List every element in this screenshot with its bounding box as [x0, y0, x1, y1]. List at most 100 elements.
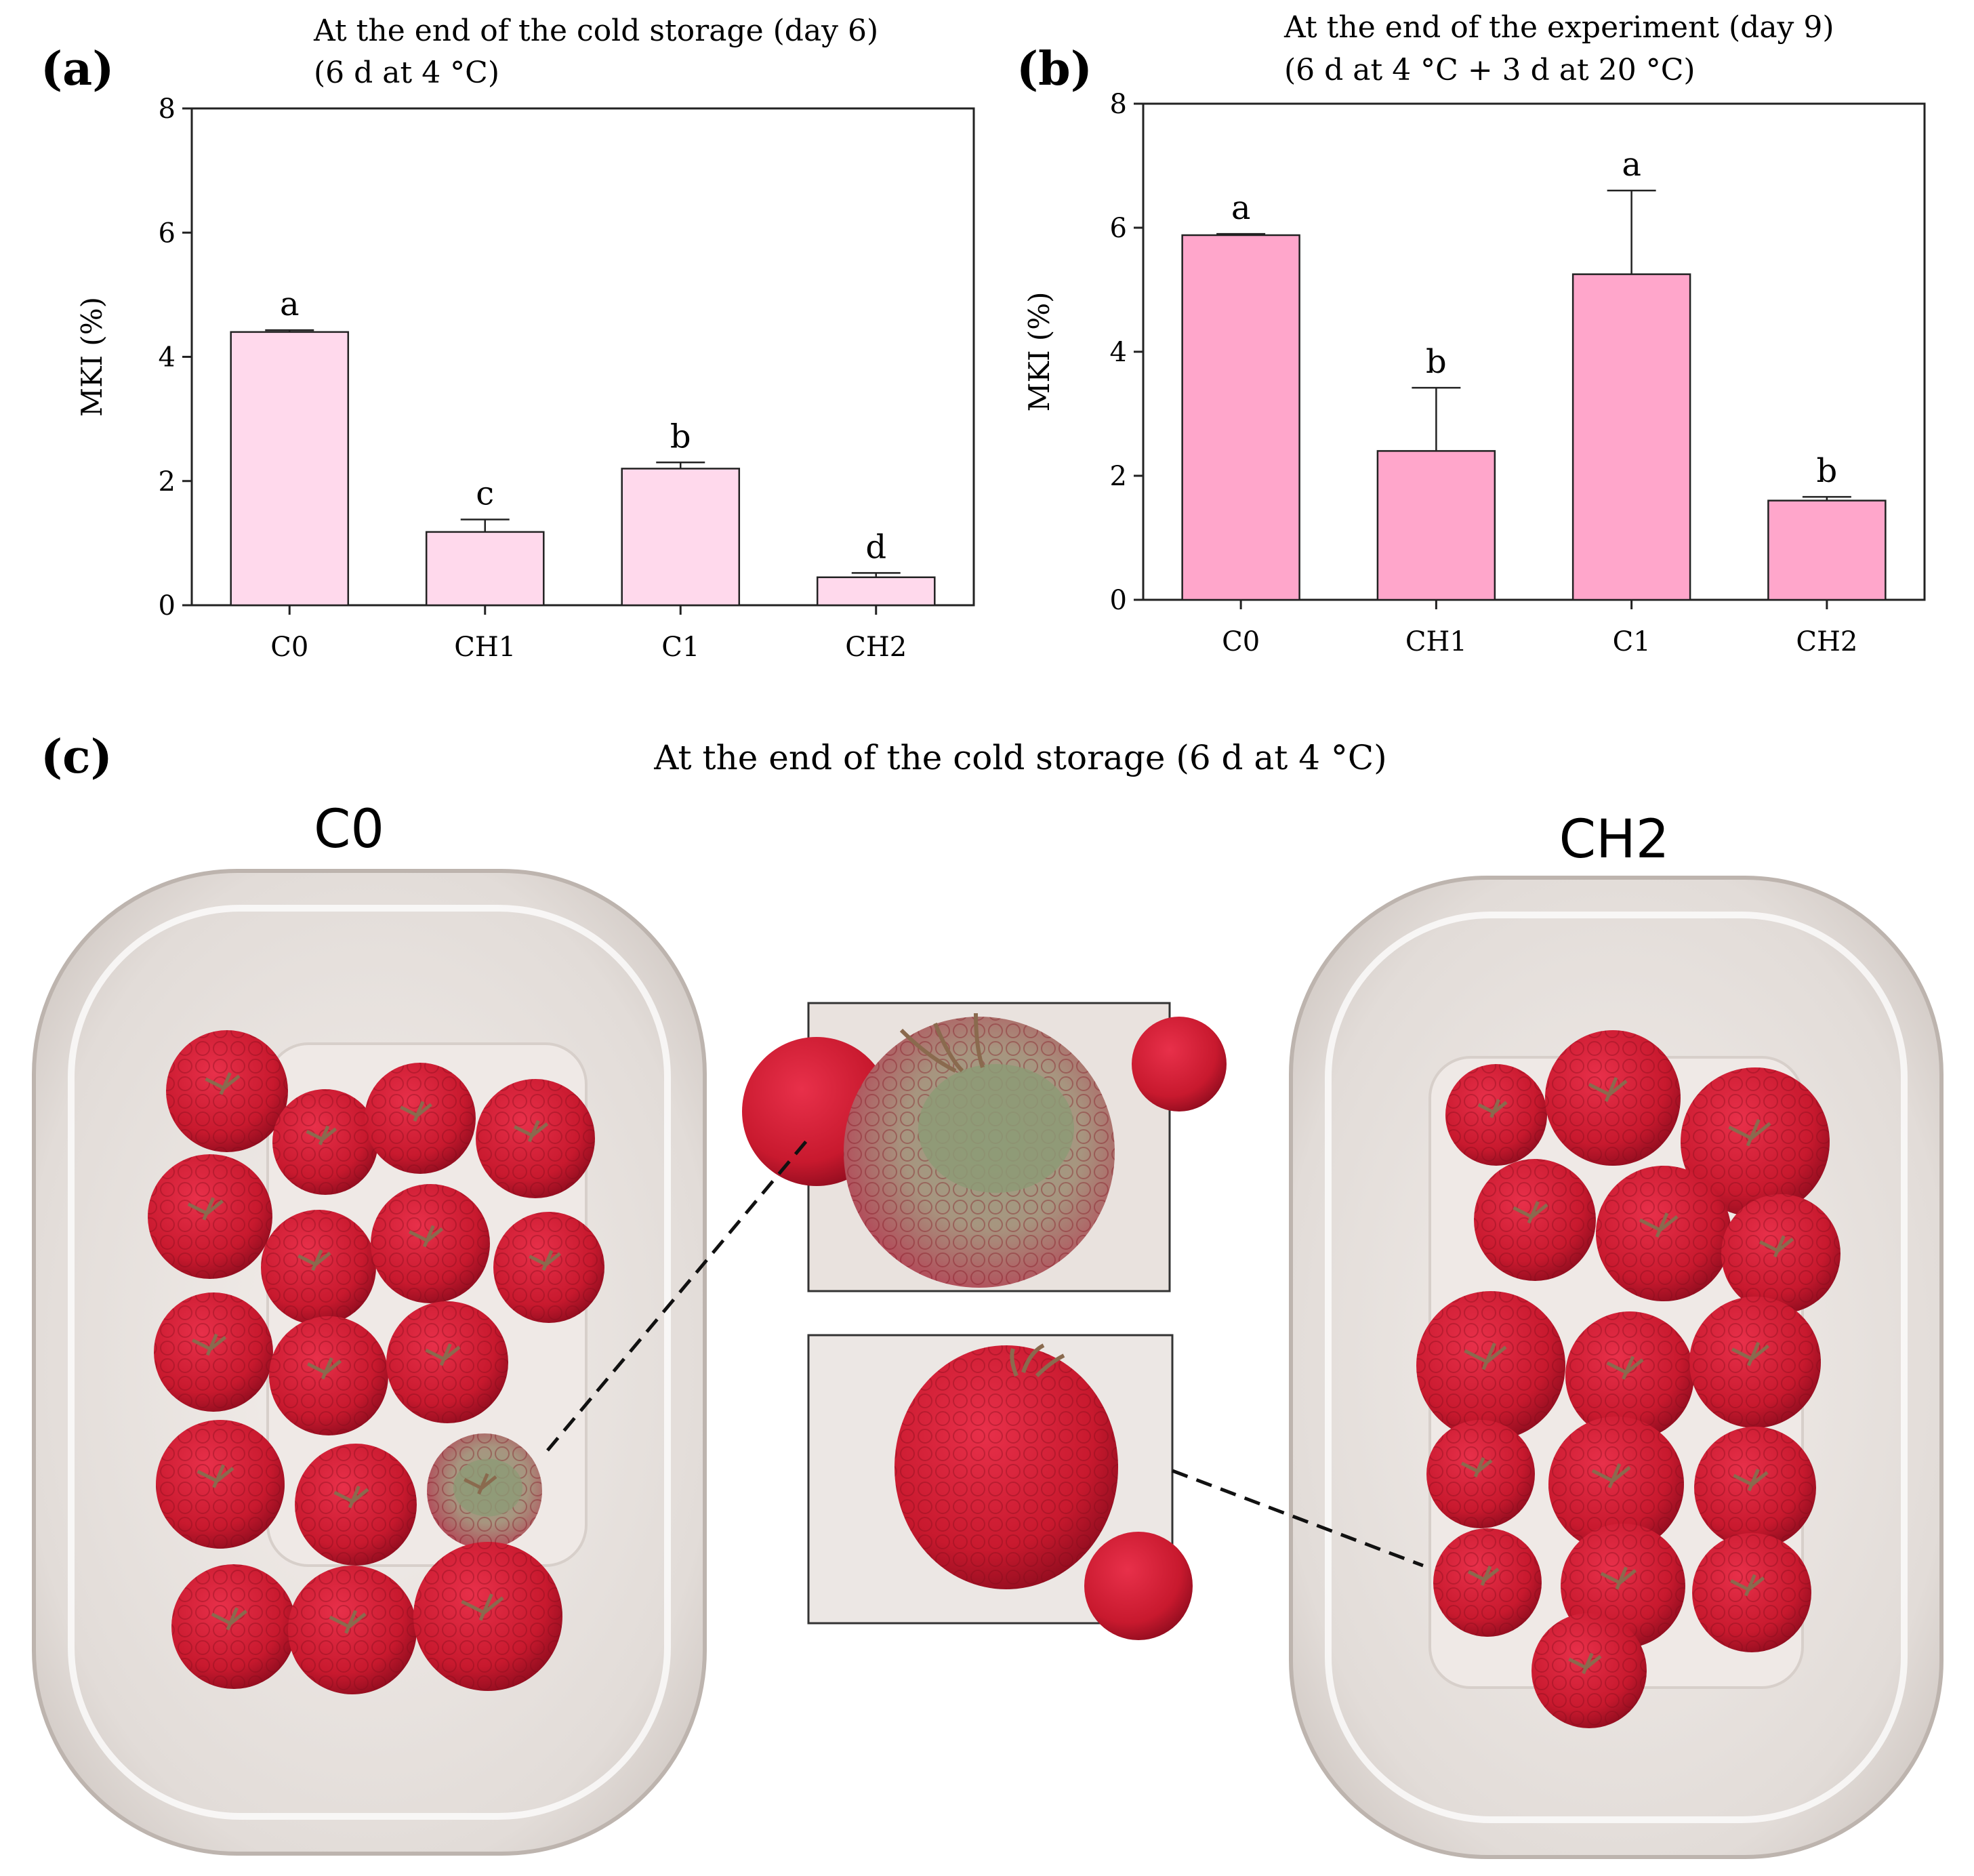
inset-healthy-neighbor [1084, 1532, 1193, 1640]
raspberry-calyx [1639, 1212, 1679, 1238]
significance-label: d [865, 528, 886, 566]
inset-healthy-stem [1010, 1343, 1065, 1378]
x-tick-label: C0 [1222, 626, 1260, 657]
significance-label: b [670, 417, 691, 455]
raspberry-texture [476, 1079, 595, 1198]
raspberry [1416, 1291, 1565, 1440]
raspberry-texture [288, 1566, 417, 1694]
y-tick-label: 0 [1110, 585, 1127, 616]
raspberry [1445, 1064, 1547, 1166]
raspberry-texture [1721, 1194, 1841, 1313]
bar [425, 531, 545, 607]
raspberry [386, 1301, 508, 1423]
raspberry [1681, 1067, 1830, 1217]
chart-b: 0 2 4 6 8 MKI (%) a C0 b CH1 a C1 b CH2 [1023, 89, 1926, 657]
raspberry [1474, 1159, 1596, 1281]
raspberry [166, 1030, 288, 1152]
raspberry [295, 1444, 417, 1566]
significance-label: a [1231, 189, 1251, 227]
raspberry-calyx [1606, 1355, 1644, 1380]
raspberry-texture [269, 1316, 388, 1435]
raspberry-texture [148, 1154, 272, 1279]
raspberry-calyx [205, 1072, 241, 1095]
raspberry-calyx [1464, 1343, 1507, 1370]
raspberry-calyx [307, 1357, 342, 1380]
panel-c-label: (c) [41, 730, 112, 784]
inset-healthy-berry-texture [895, 1345, 1118, 1589]
raspberry-calyx [425, 1343, 461, 1366]
raspberry [269, 1316, 388, 1435]
x-tick-label: C0 [270, 632, 308, 663]
y-axis-label: MKI (%) [1023, 291, 1056, 411]
chart-a: 0 2 4 6 8 MKI (%) a C0 c CH1 b C1 d CH2 [75, 94, 975, 663]
y-tick-label: 6 [1110, 213, 1127, 244]
raspberry-calyx [297, 1249, 331, 1271]
raspberry-texture [1565, 1311, 1694, 1440]
raspberry-texture [156, 1420, 285, 1549]
significance-label: c [476, 475, 494, 513]
x-tick-label: CH1 [1405, 626, 1467, 657]
raspberry-calyx [211, 1607, 247, 1631]
tray-c0-photo [32, 869, 707, 1856]
y-tick-label: 6 [159, 218, 176, 249]
raspberry-calyx [1600, 1566, 1637, 1590]
chart-a-title: At the end of the cold storage (day 6) [313, 14, 878, 48]
raspberry-calyx [409, 1225, 444, 1248]
x-tick-label: CH2 [845, 632, 907, 663]
tray-c0-rim [68, 905, 671, 1820]
raspberry-texture [1694, 1427, 1816, 1549]
raspberry-calyx [1477, 1099, 1508, 1118]
panel-c-title: At the end of the cold storage (6 d at 4… [653, 738, 1386, 777]
bar [816, 576, 936, 607]
raspberry-calyx [1513, 1201, 1548, 1224]
inset-healthy-berry [807, 1334, 1193, 1640]
y-axis-label: MKI (%) [75, 297, 108, 417]
raspberry-texture [1474, 1159, 1596, 1281]
raspberry-calyx [1731, 1341, 1769, 1366]
raspberry [413, 1542, 562, 1691]
raspberry [261, 1210, 376, 1325]
raspberry [476, 1079, 595, 1198]
mold-patch [453, 1459, 522, 1517]
raspberry [1692, 1533, 1811, 1652]
panel-a-label: (a) [41, 42, 114, 96]
raspberry [371, 1184, 490, 1303]
raspberry-calyx [461, 1593, 504, 1621]
raspberry-calyx [1467, 1566, 1500, 1586]
bar [1376, 450, 1496, 601]
bar [621, 468, 741, 607]
raspberry [1689, 1297, 1821, 1428]
connector-moldy [546, 1137, 810, 1452]
raspberry-texture [1433, 1528, 1542, 1637]
x-tick-label: C1 [661, 632, 699, 663]
connector-healthy [1172, 1469, 1424, 1568]
raspberry-texture [493, 1212, 604, 1323]
x-tick-label: CH1 [454, 632, 516, 663]
raspberry [171, 1564, 296, 1689]
raspberry [1426, 1420, 1535, 1528]
panel-b-label: (b) [1016, 42, 1092, 96]
berries-c0 [148, 1030, 604, 1694]
raspberry [1531, 1613, 1647, 1728]
raspberry-texture [1445, 1064, 1547, 1166]
raspberry [365, 1063, 476, 1174]
raspberry [1548, 1416, 1684, 1552]
raspberry-calyx [197, 1464, 234, 1488]
raspberry-calyx [329, 1610, 367, 1634]
tray-ch2-photo [1289, 876, 1944, 1859]
raspberry-calyx [529, 1250, 561, 1271]
x-tick-label: CH2 [1796, 626, 1857, 657]
raspberry-calyx [514, 1120, 549, 1143]
raspberry-texture [1545, 1030, 1681, 1166]
raspberry-texture [1689, 1297, 1821, 1428]
raspberry-texture [386, 1301, 508, 1423]
significance-label: a [1622, 146, 1641, 184]
x-tick-label: C1 [1613, 626, 1651, 657]
raspberry-calyx [1588, 1077, 1628, 1102]
raspberry-calyx [1460, 1457, 1493, 1477]
raspberry-texture [371, 1184, 490, 1303]
raspberry [1545, 1030, 1681, 1166]
raspberry-texture [295, 1444, 417, 1566]
raspberry [1721, 1194, 1841, 1313]
y-tick-label: 4 [1110, 337, 1127, 368]
